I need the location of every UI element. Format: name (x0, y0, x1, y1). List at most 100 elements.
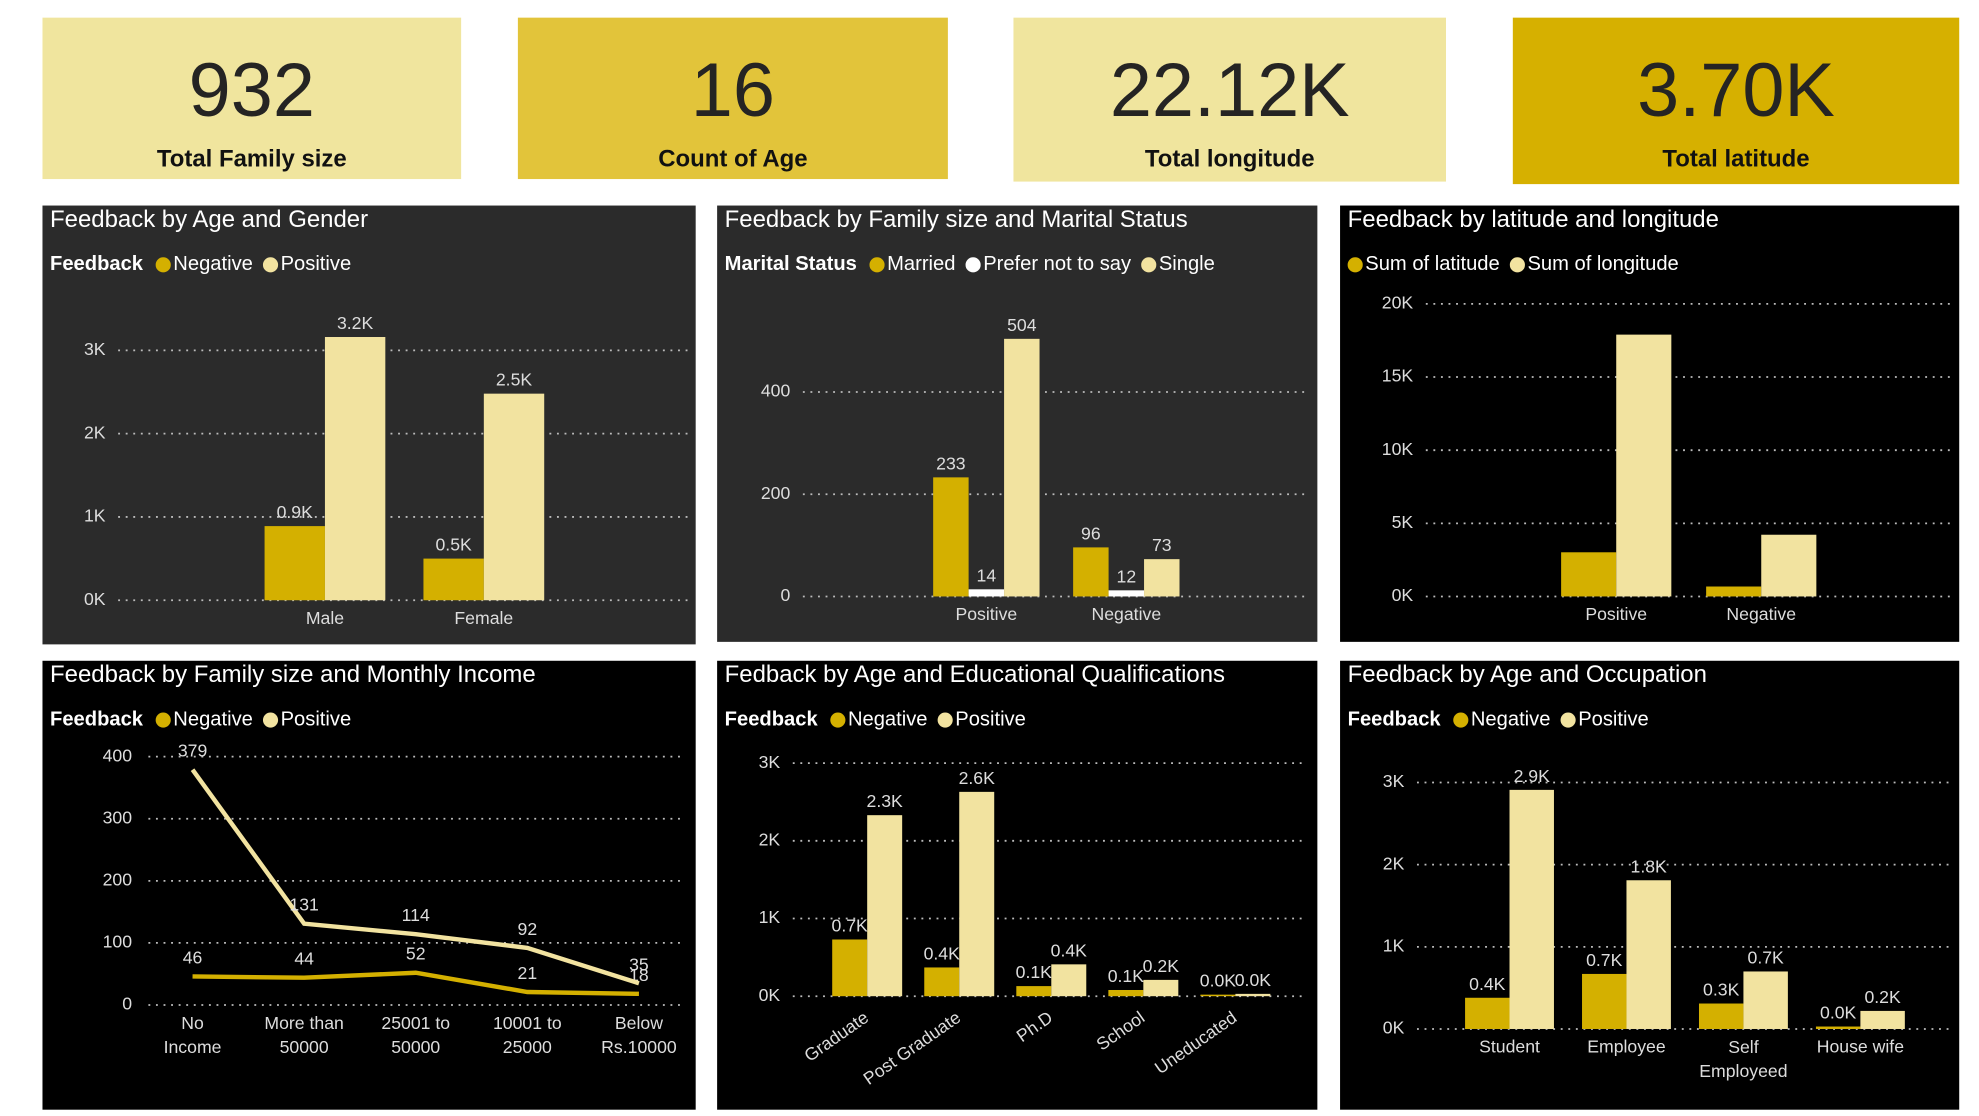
bar (933, 477, 969, 597)
y-tick-label: 3K (84, 339, 106, 359)
kpi-card (1512, 17, 1960, 185)
y-tick-label: 100 (103, 932, 133, 952)
chart-title: Fedback by Age and Educational Qualifica… (725, 661, 1225, 688)
data-label: 0.7K (1586, 950, 1623, 970)
bar (1698, 1003, 1744, 1029)
bar (1144, 559, 1180, 597)
legend-label: Negative (1471, 708, 1551, 730)
x-tick-label: More than 50000 (264, 1013, 343, 1057)
legend-marker (1347, 257, 1363, 273)
y-tick-label: 2K (759, 829, 781, 849)
bar (1143, 979, 1179, 997)
bar (1561, 552, 1617, 597)
y-tick-label: 1K (84, 506, 106, 526)
data-label: 3.2K (337, 313, 374, 333)
bar (1626, 880, 1671, 1029)
chart-panel (717, 660, 1318, 1110)
legend-marker (869, 257, 885, 273)
data-label: 2.3K (867, 791, 904, 811)
x-tick-label: House wife (1817, 1037, 1904, 1057)
line (192, 970, 639, 997)
data-label: 131 (289, 895, 318, 915)
data-label: 52 (406, 944, 426, 964)
legend-label: Positive (1578, 708, 1649, 730)
bar (423, 558, 484, 601)
data-label: 114 (402, 905, 430, 925)
data-label: 92 (518, 919, 538, 939)
y-tick-label: 5K (1392, 512, 1414, 532)
data-label: 1.8K (1631, 856, 1668, 876)
bar (1509, 789, 1554, 1029)
bar (924, 967, 960, 997)
x-tick-label: Self Employeed (1699, 1037, 1787, 1081)
y-tick-label: 0K (84, 589, 106, 609)
y-tick-label: 0 (122, 994, 132, 1014)
x-tick-label: Positive (955, 604, 1017, 624)
data-label: 379 (178, 741, 207, 761)
kpi-value: 932 (189, 49, 315, 133)
line (190, 768, 640, 986)
kpi-card (517, 17, 948, 180)
data-label: 0.1K (1108, 966, 1145, 986)
data-label: 0.0K (1235, 970, 1272, 990)
y-tick-label: 0K (759, 985, 781, 1005)
y-tick-label: 3K (759, 752, 781, 772)
data-label: 0.7K (832, 916, 869, 936)
data-label: 21 (518, 963, 538, 983)
data-label: 504 (1007, 315, 1037, 335)
y-tick-label: 1K (759, 907, 781, 927)
legend-marker (937, 712, 953, 728)
legend-marker (1453, 712, 1469, 728)
bar (1108, 590, 1145, 597)
bar (1073, 547, 1109, 597)
data-label: 0.4K (1051, 940, 1088, 960)
bar (1235, 993, 1271, 997)
x-tick-label: 25001 to 50000 (381, 1013, 450, 1057)
y-tick-label: 200 (103, 869, 133, 889)
data-label: 0.3K (1703, 980, 1740, 1000)
bar (1465, 997, 1510, 1029)
kpi-label: Total latitude (1662, 145, 1809, 172)
y-tick-label: 0 (780, 585, 790, 605)
data-label: 0.0K (1200, 971, 1237, 991)
data-label: 0.7K (1748, 948, 1785, 968)
legend-marker (262, 257, 279, 273)
bar (968, 589, 1005, 597)
bar (1815, 1026, 1861, 1029)
y-tick-label: 2K (84, 422, 106, 442)
kpi-value: 22.12K (1110, 49, 1350, 133)
bar (1016, 986, 1052, 997)
legend-label: Positive (955, 708, 1026, 730)
legend-marker (1560, 712, 1576, 728)
data-label: 0.4K (1469, 974, 1506, 994)
legend-marker (155, 257, 171, 273)
data-label: 12 (1117, 566, 1137, 586)
data-label: 0.2K (1864, 987, 1901, 1007)
legend-title: Feedback (1348, 708, 1442, 730)
data-label: 96 (1081, 523, 1101, 543)
data-label: 2.6K (959, 768, 996, 788)
legend-title: Marital Status (725, 253, 857, 275)
y-tick-label: 10K (1382, 439, 1414, 459)
chart-title: Feedback by Age and Occupation (1348, 661, 1707, 688)
x-tick-label: Below Rs.10000 (601, 1013, 677, 1057)
bar (867, 815, 903, 997)
chart-panel (42, 660, 696, 1110)
bar (1860, 1010, 1905, 1029)
kpi-card (1013, 17, 1446, 182)
data-label: 0.1K (1016, 962, 1053, 982)
data-label: 0.0K (1820, 1003, 1857, 1023)
bar (1200, 994, 1236, 997)
bar (1761, 534, 1817, 597)
data-label: 14 (977, 565, 997, 585)
legend-label: Sum of latitude (1365, 253, 1499, 275)
y-tick-label: 400 (103, 745, 133, 765)
bar (264, 526, 325, 601)
bar (959, 791, 995, 997)
data-label: 0.5K (435, 535, 472, 555)
y-tick-label: 0K (1392, 585, 1414, 605)
legend-marker (830, 712, 846, 728)
legend-title: Feedback (725, 708, 819, 730)
data-label: 35 (629, 954, 649, 974)
chart-title: Feedback by Family size and Marital Stat… (725, 206, 1188, 233)
